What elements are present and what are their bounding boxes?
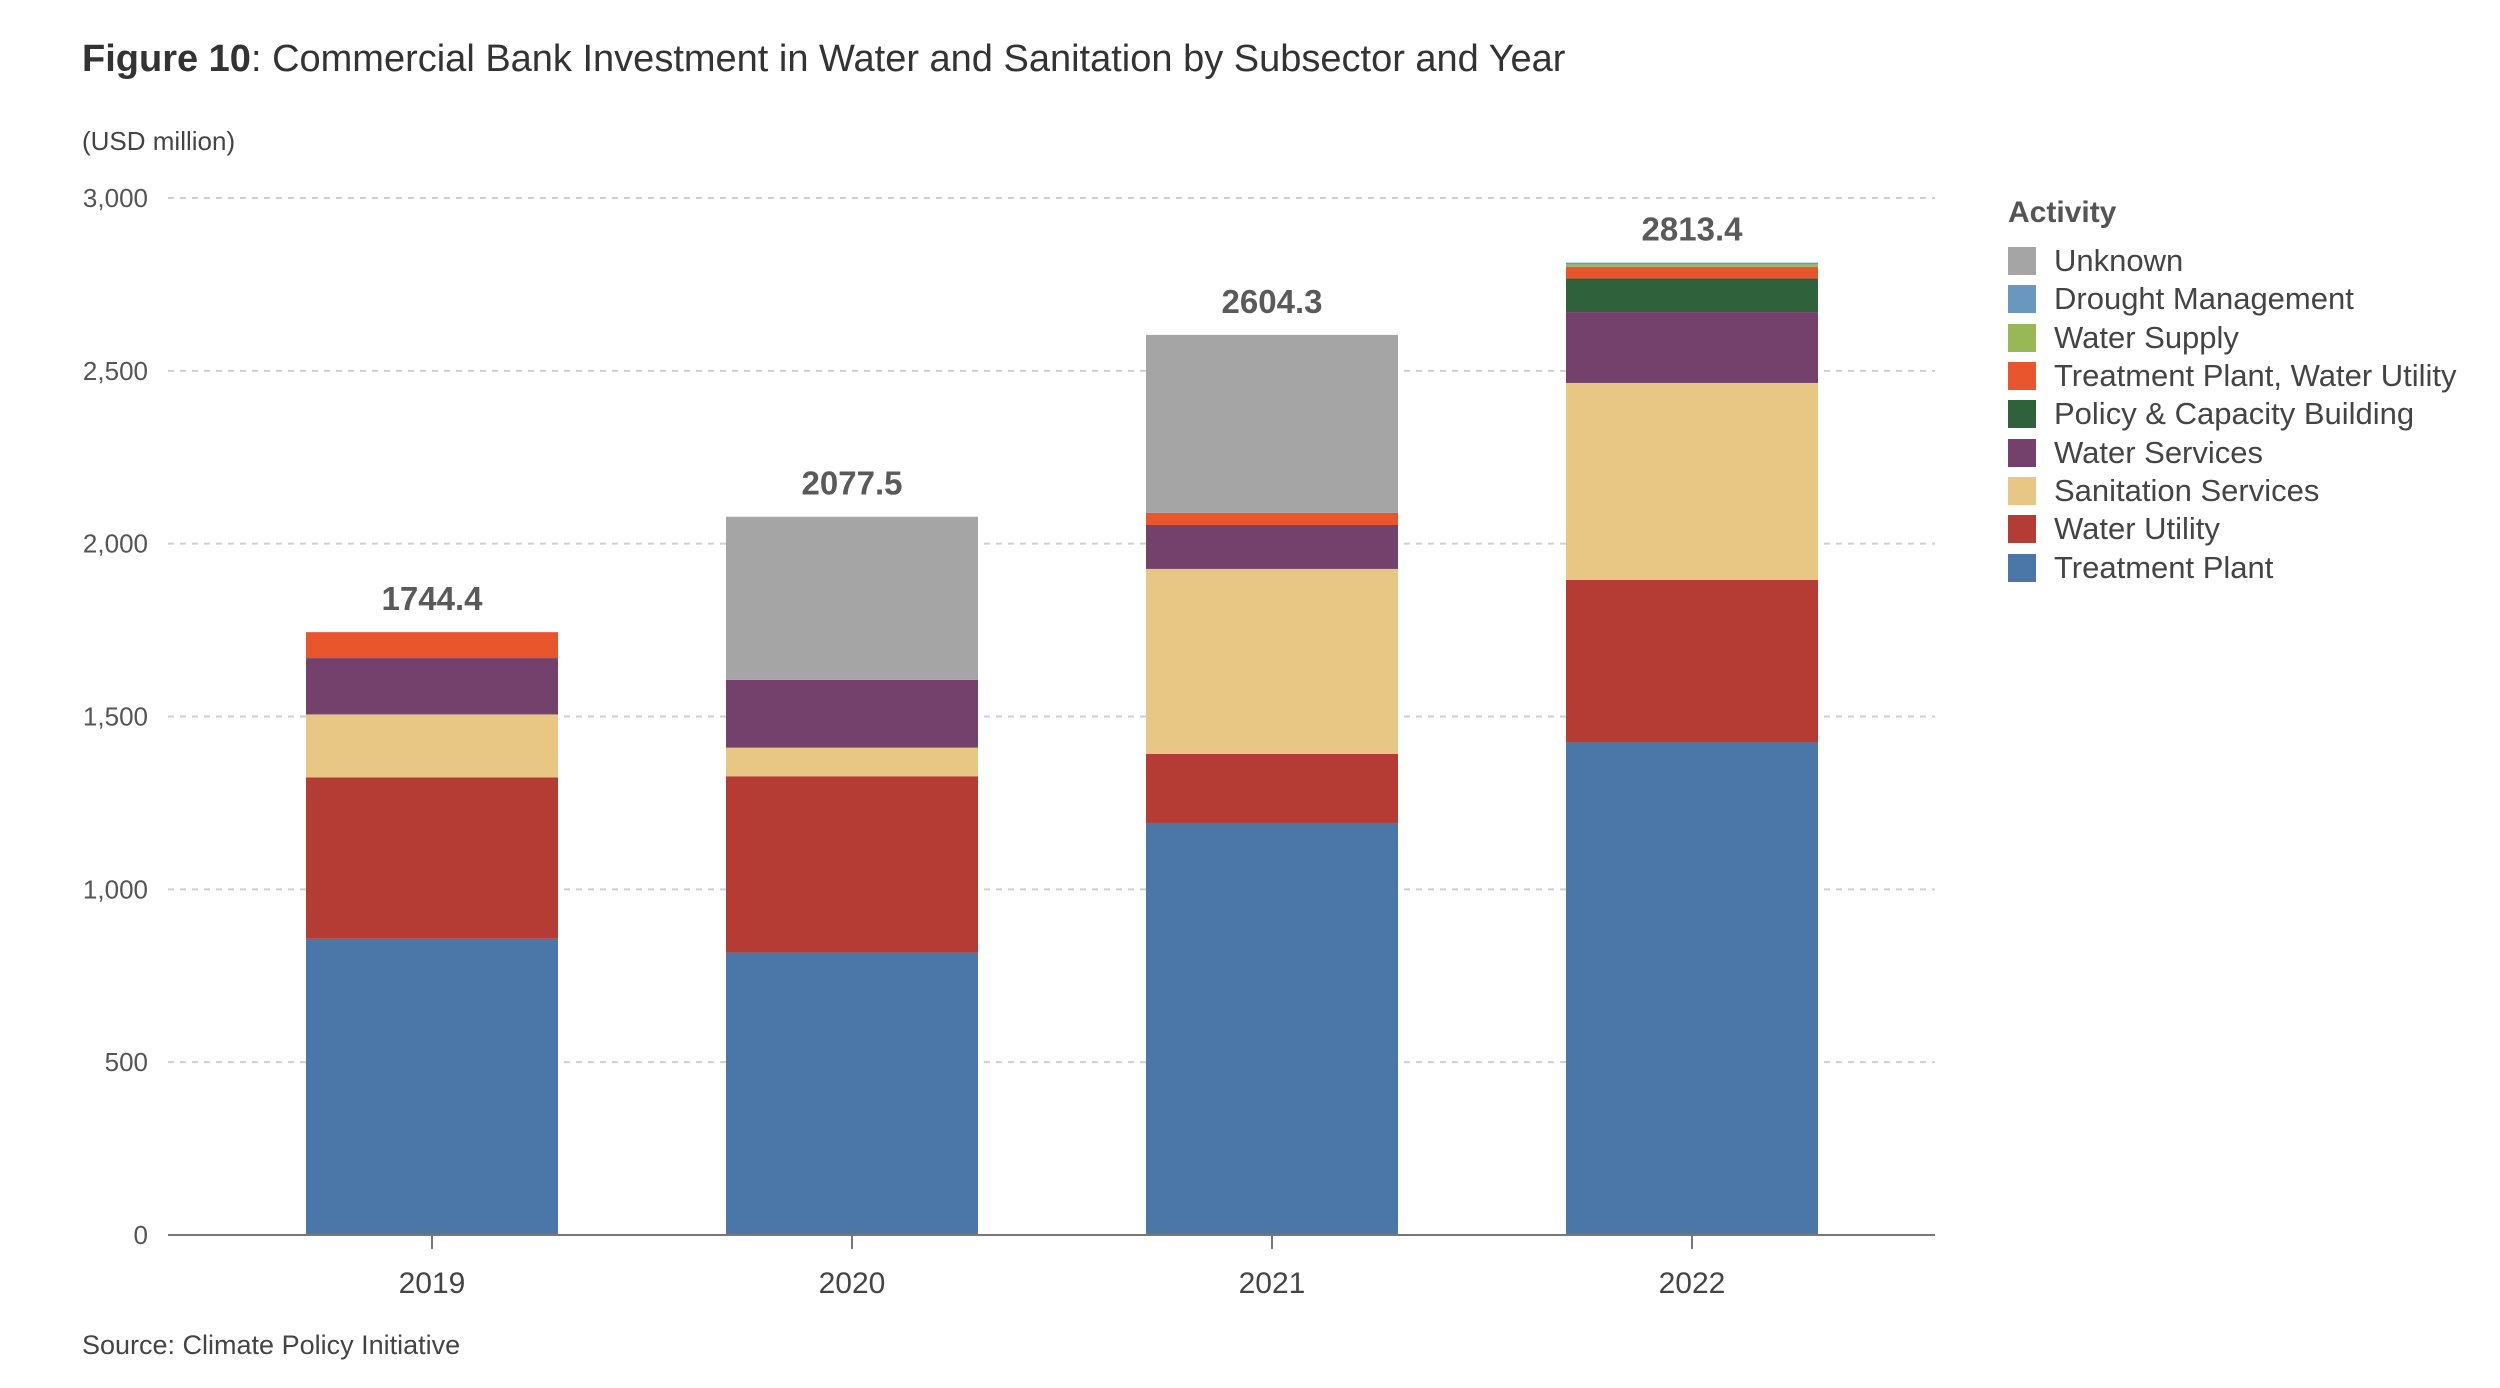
legend-swatch (2008, 438, 2036, 467)
legend-swatch (2008, 476, 2036, 505)
legend-swatch (2008, 553, 2036, 582)
legend-item-water-supply: Water Supply (2008, 319, 2457, 357)
y-tick-label: 1,500 (83, 702, 148, 732)
legend-label: Water Supply (2054, 319, 2239, 355)
bar-segment-water-utility-2020 (726, 776, 978, 953)
bar-segment-unknown-2021 (1146, 334, 1398, 513)
bar-segment-drought-management-2022 (1566, 262, 1818, 265)
labels: 0 500 1,000 1,500 2,000 2,500 3,000 1744.4 2019 2… (83, 183, 1743, 1300)
bar-segment-treatment-plant-water-utility-2019 (306, 632, 558, 659)
legend-title: Activity (2008, 196, 2117, 229)
axes (168, 1234, 1935, 1249)
legend-item-unknown: Unknown (2008, 242, 2457, 280)
bar-total-label: 2604.3 (1222, 283, 1323, 320)
bar-segment-water-services-2019 (306, 658, 558, 715)
legend-label: Water Services (2054, 434, 2264, 470)
bar-segment-treatment-plant-2020 (726, 952, 978, 1235)
bar-segment-sanitation-services-2022 (1566, 382, 1818, 580)
x-tick-label: 2021 (1239, 1267, 1306, 1300)
legend-swatch (2008, 362, 2036, 391)
legend-swatch (2008, 285, 2036, 314)
legend-item-sanitation-services: Sanitation Services (2008, 472, 2457, 510)
figure-number: Figure 10 (82, 38, 251, 80)
legend-item-water-services: Water Services (2008, 433, 2457, 471)
bar-segment-water-services-2020 (726, 679, 978, 748)
legend-swatch (2008, 323, 2036, 352)
legend-item-water-utility: Water Utility (2008, 510, 2457, 548)
bar-total-label: 1744.4 (382, 580, 484, 617)
legend-item-treatment-plant-water-utility: Treatment Plant, Water Utility (2008, 357, 2457, 395)
bar-segment-treatment-plant-2021 (1146, 822, 1398, 1235)
legend-items: Unknown Drought Management Water Supply Tre… (2008, 242, 2457, 587)
legend-swatch (2008, 515, 2036, 544)
y-axis-unit-label: (USD million) (82, 126, 236, 156)
legend-label: Drought Management (2054, 281, 2354, 317)
x-tick-label: 2019 (399, 1267, 466, 1300)
bar-segment-water-utility-2022 (1566, 579, 1818, 743)
legend-label: Policy & Capacity Building (2054, 396, 2415, 432)
bar-segment-water-utility-2021 (1146, 753, 1398, 823)
legend-label: Sanitation Services (2054, 472, 2320, 508)
bar-total-label: 2077.5 (802, 465, 903, 502)
y-tick-label: 3,000 (83, 183, 148, 213)
legend-label: Treatment Plant, Water Utility (2054, 358, 2457, 394)
y-tick-label: 500 (105, 1047, 148, 1077)
legend-item-treatment-plant: Treatment Plant (2008, 548, 2457, 586)
legend-swatch (2008, 247, 2036, 276)
bar-segment-water-services-2022 (1566, 312, 1818, 383)
legend: Activity Unknown Drought Management Water … (2008, 196, 2457, 587)
legend-label: Water Utility (2054, 511, 2220, 547)
figure-title-text: : Commercial Bank Investment in Water an… (250, 38, 1566, 80)
bar-segment-water-utility-2019 (306, 777, 558, 939)
legend-label: Treatment Plant (2054, 549, 2274, 585)
legend-item-drought-management: Drought Management (2008, 280, 2457, 318)
bar-segment-policy-capacity-building-2022 (1566, 278, 1818, 313)
bar-segment-treatment-plant-water-utility-2021 (1146, 512, 1398, 526)
legend-item-policy-capacity-building: Policy & Capacity Building (2008, 395, 2457, 433)
legend-swatch (2008, 400, 2036, 429)
bar-segment-water-services-2021 (1146, 525, 1398, 569)
y-tick-label: 1,000 (83, 874, 148, 904)
bar-segment-sanitation-services-2020 (726, 747, 978, 777)
source-note: Source: Climate Policy Initiative (82, 1330, 461, 1360)
y-tick-label: 2,500 (83, 356, 148, 386)
y-tick-label: 0 (134, 1220, 148, 1250)
bar-total-label: 2813.4 (1642, 211, 1744, 248)
bar-segment-sanitation-services-2019 (306, 714, 558, 778)
figure-title: Figure 10: Commercial Bank Investment in… (82, 38, 1565, 81)
bars (306, 262, 1818, 1235)
bar-segment-treatment-plant-water-utility-2022 (1566, 266, 1818, 279)
bar-segment-treatment-plant-2022 (1566, 742, 1818, 1235)
bar-segment-sanitation-services-2021 (1146, 568, 1398, 754)
bar-segment-unknown-2020 (726, 516, 978, 680)
bar-segment-treatment-plant-2019 (306, 938, 558, 1235)
legend-label: Unknown (2054, 243, 2184, 279)
bar-segment-water-supply-2022 (1566, 264, 1818, 267)
y-tick-label: 2,000 (83, 529, 148, 559)
x-tick-label: 2020 (819, 1267, 886, 1300)
x-tick-label: 2022 (1659, 1267, 1726, 1300)
